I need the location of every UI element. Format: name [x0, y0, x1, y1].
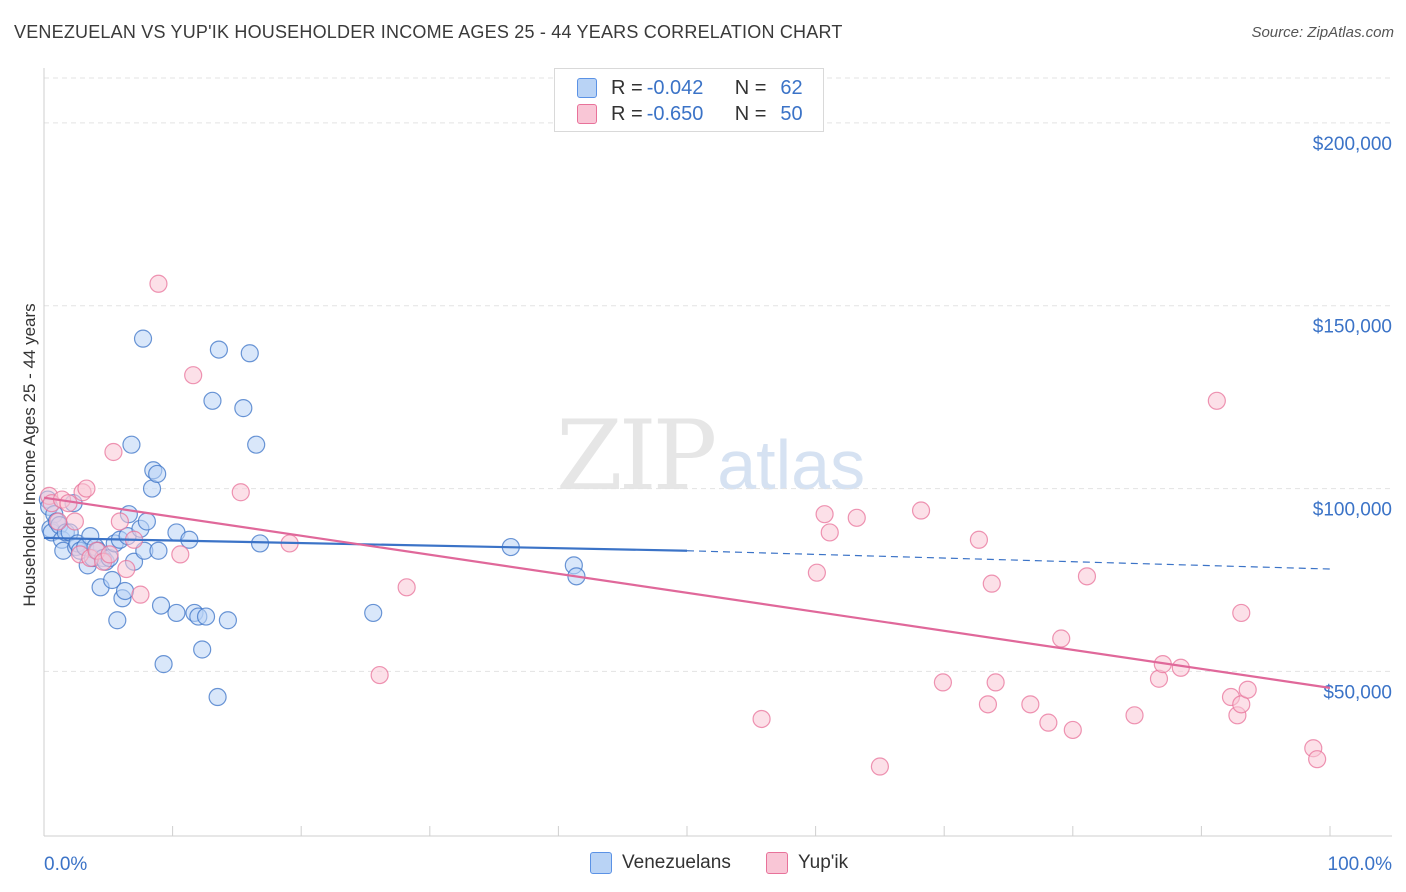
source-label: Source: ZipAtlas.com — [1251, 24, 1394, 41]
point-venezuelans — [208, 687, 227, 707]
legend-n-label: N = — [734, 102, 767, 125]
point-yupik — [231, 483, 250, 502]
point-yupik — [1021, 695, 1040, 714]
point-yupik — [77, 479, 96, 498]
point-yupik — [847, 508, 866, 527]
y-tick-label: $100,000 — [1313, 500, 1392, 521]
point-yupik — [986, 673, 1005, 692]
point-venezuelans — [209, 340, 228, 359]
chart-title: VENEZUELAN VS YUP'IK HOUSEHOLDER INCOME … — [14, 22, 843, 42]
watermark-atlas: atlas — [717, 426, 866, 504]
series-label-yupik: Yup'ik — [798, 852, 849, 873]
point-yupik — [1238, 680, 1257, 699]
point-venezuelans — [137, 512, 156, 531]
point-yupik — [1052, 629, 1071, 648]
legend-n-value: 50 — [780, 102, 803, 125]
point-yupik — [149, 274, 168, 293]
point-yupik — [1232, 603, 1251, 623]
point-yupik — [1077, 567, 1097, 586]
legend-r-label: R = — [611, 76, 643, 99]
point-yupik — [1063, 720, 1082, 740]
trendline-venezuelans-extension — [686, 550, 1331, 570]
point-venezuelans — [122, 435, 141, 454]
point-yupik — [1039, 713, 1058, 732]
point-yupik — [978, 695, 998, 714]
point-venezuelans — [154, 655, 173, 674]
point-venezuelans — [115, 581, 135, 601]
point-yupik — [1308, 750, 1327, 769]
point-yupik — [752, 709, 771, 729]
x-tick-label-end: 100.0% — [1328, 854, 1393, 875]
point-yupik — [933, 673, 953, 692]
y-tick-label: $150,000 — [1313, 317, 1392, 338]
stats-legend: R = -0.042 N = 62 R = -0.650 N = 50 — [554, 68, 824, 132]
point-venezuelans — [151, 596, 171, 615]
point-yupik — [65, 512, 84, 531]
point-yupik — [1125, 706, 1144, 725]
point-yupik — [104, 442, 123, 462]
point-yupik — [131, 585, 150, 604]
point-yupik — [49, 512, 68, 531]
point-yupik — [100, 545, 119, 564]
legend-n-label: N = — [734, 76, 767, 99]
series-legend-yupik[interactable]: Yup'ik — [766, 852, 848, 874]
point-yupik — [110, 512, 129, 531]
point-venezuelans — [218, 611, 237, 630]
point-venezuelans — [364, 603, 383, 623]
point-venezuelans — [193, 640, 212, 659]
point-venezuelans — [133, 329, 153, 348]
point-yupik — [870, 757, 890, 776]
point-yupik — [969, 530, 989, 549]
x-tick-label-start: 0.0% — [44, 854, 87, 875]
legend-r-value: -0.650 — [646, 102, 704, 125]
legend-swatch-yupik — [577, 104, 597, 124]
point-venezuelans — [196, 607, 216, 626]
point-yupik — [982, 574, 1001, 593]
point-yupik — [815, 505, 834, 524]
legend-row-yupik: R = -0.650 N = 50 — [577, 101, 803, 127]
point-venezuelans — [167, 603, 186, 623]
point-yupik — [171, 545, 190, 564]
trendline-yupik — [43, 496, 1331, 689]
legend-r-label: R = — [611, 102, 643, 125]
series-label-venezuelans: Venezuelans — [622, 852, 731, 873]
y-tick-label: $200,000 — [1313, 134, 1392, 155]
point-yupik — [117, 559, 136, 579]
series-legend: Venezuelans Yup'ik — [0, 852, 1406, 878]
point-venezuelans — [103, 570, 122, 590]
point-yupik — [820, 523, 839, 542]
series-swatch-venezuelans — [590, 852, 612, 874]
legend-row-venezuelans: R = -0.042 N = 62 — [577, 75, 803, 101]
legend-r-value: -0.042 — [646, 76, 704, 99]
series-swatch-yupik — [766, 852, 788, 874]
point-yupik — [807, 563, 826, 582]
point-venezuelans — [203, 391, 222, 410]
legend-swatch-venezuelans — [577, 78, 597, 98]
watermark: ZIPatlas — [556, 400, 865, 512]
point-yupik — [184, 366, 203, 385]
legend-n-value: 62 — [780, 76, 803, 99]
y-tick-label: $50,000 — [1323, 682, 1392, 703]
point-yupik — [370, 665, 389, 685]
point-venezuelans — [148, 464, 167, 484]
point-yupik — [1207, 391, 1226, 410]
point-venezuelans — [108, 611, 127, 630]
watermark-zip: ZIP — [556, 400, 717, 512]
point-venezuelans — [234, 399, 253, 418]
point-yupik — [911, 501, 931, 520]
point-yupik — [397, 578, 416, 597]
y-axis-label: Householder Income Ages 25 - 44 years — [20, 303, 39, 607]
point-venezuelans — [149, 541, 168, 560]
point-venezuelans — [240, 344, 259, 363]
series-legend-venezuelans[interactable]: Venezuelans — [590, 852, 731, 874]
point-venezuelans — [247, 435, 266, 454]
